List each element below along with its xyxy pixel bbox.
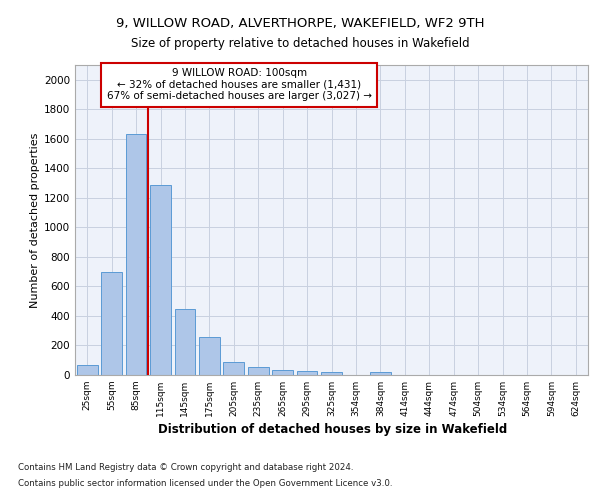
Bar [272, 370, 293, 375]
Text: 9, WILLOW ROAD, ALVERTHORPE, WAKEFIELD, WF2 9TH: 9, WILLOW ROAD, ALVERTHORPE, WAKEFIELD, … [116, 18, 484, 30]
Bar [125, 134, 146, 375]
Y-axis label: Number of detached properties: Number of detached properties [30, 132, 40, 308]
Bar [370, 372, 391, 375]
Bar [248, 367, 269, 375]
Text: 9 WILLOW ROAD: 100sqm
← 32% of detached houses are smaller (1,431)
67% of semi-d: 9 WILLOW ROAD: 100sqm ← 32% of detached … [107, 68, 371, 102]
Bar [296, 371, 317, 375]
Bar [175, 310, 196, 375]
Bar [77, 366, 98, 375]
Text: Distribution of detached houses by size in Wakefield: Distribution of detached houses by size … [158, 422, 508, 436]
Bar [223, 362, 244, 375]
Bar [321, 372, 342, 375]
Bar [199, 338, 220, 375]
Bar [150, 186, 171, 375]
Bar [101, 272, 122, 375]
Text: Contains public sector information licensed under the Open Government Licence v3: Contains public sector information licen… [18, 478, 392, 488]
Text: Size of property relative to detached houses in Wakefield: Size of property relative to detached ho… [131, 38, 469, 51]
Text: Contains HM Land Registry data © Crown copyright and database right 2024.: Contains HM Land Registry data © Crown c… [18, 464, 353, 472]
